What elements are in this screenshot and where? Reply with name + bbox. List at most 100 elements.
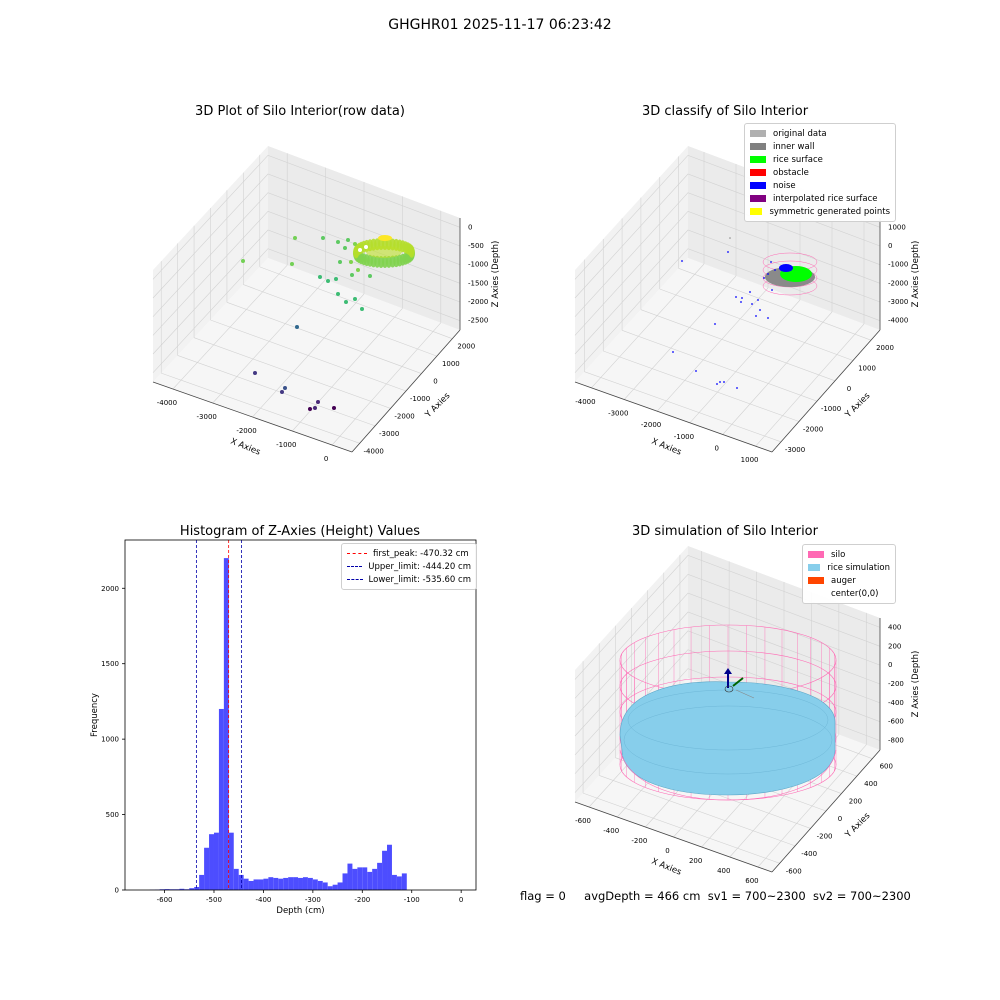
histogram-bar (263, 878, 269, 890)
histogram-bar (248, 880, 254, 890)
grid-line (152, 229, 461, 355)
noise-point (716, 383, 718, 385)
grid-line (210, 319, 407, 392)
auger-line (735, 689, 755, 699)
y-tick-label: 0 (433, 378, 437, 386)
legend-label: noise (773, 180, 796, 191)
z-tick-label: 0 (888, 661, 892, 669)
x-tick-label: -500 (206, 896, 222, 904)
grid-line (621, 330, 818, 402)
legend-item-lower-limit: Lower_limit: -535.60 cm (347, 573, 471, 586)
status-footer: flag = 0 avgDepth = 466 cm sv1 = 700~230… (520, 889, 911, 903)
noise-point (763, 277, 765, 279)
y-axis-label: Frequency (90, 693, 100, 737)
auger-arrowhead (724, 668, 732, 674)
histogram-bar (179, 888, 185, 890)
x-tick-label: -400 (603, 827, 619, 835)
flag-text: flag = 0 (520, 889, 566, 903)
legend-swatch (808, 551, 824, 558)
z-tick-label: -3000 (888, 298, 908, 306)
y-axis-line (771, 749, 881, 873)
histogram-bar (357, 867, 363, 890)
data-point (318, 275, 322, 279)
grid-line (624, 275, 737, 400)
noise-point (741, 297, 743, 299)
data-point (368, 274, 372, 278)
legend-label: auger (831, 575, 856, 586)
legend-item-rice-surface: rice surface (750, 153, 890, 166)
x-tick-label: -1000 (674, 433, 694, 441)
y-tick-label: 600 (880, 763, 893, 771)
silo-wireframe (619, 749, 837, 801)
x-tick-label: -100 (404, 896, 420, 904)
z-axis-label: Z Axies (Depth) (491, 241, 501, 308)
histogram-bar (372, 868, 378, 890)
legend-item-symmetric: symmetric generated points (750, 205, 890, 218)
y-tick-label: 1000 (101, 736, 119, 744)
y-tick-label: 1000 (858, 365, 876, 373)
legend-label: first_peak: -470.32 cm (373, 548, 469, 559)
grid-line (659, 288, 854, 361)
histogram-bar (347, 863, 353, 890)
auger-arrow (732, 677, 744, 687)
data-point (321, 236, 325, 240)
figure-title: GHGHR01 2025-11-17 06:23:42 (388, 17, 612, 33)
histogram-bar (189, 888, 195, 890)
histogram-bar (273, 877, 279, 890)
x-tick-label: -4000 (157, 399, 177, 407)
noise-point (735, 296, 737, 298)
z-tick-label: -600 (888, 718, 904, 726)
legend-label: original data (773, 128, 827, 139)
rice-simulation-contour (623, 705, 833, 775)
legend-label: interpolated rice surface (773, 193, 878, 204)
histogram-bar (253, 879, 259, 890)
histogram-bar (223, 558, 229, 890)
histogram-bar (382, 850, 388, 890)
histogram-bar (194, 886, 200, 890)
histogram-bar (209, 834, 214, 890)
x-tick-label: 1000 (741, 456, 759, 464)
x-tick-label: 0 (324, 455, 328, 463)
y-tick-label: 0 (838, 815, 842, 823)
y-tick-label: 1500 (101, 660, 119, 668)
grid-line (152, 248, 461, 373)
legend-item-interpolated: interpolated rice surface (750, 192, 890, 205)
histogram-bar (401, 873, 407, 890)
grid-line (755, 323, 865, 447)
data-point (364, 245, 368, 249)
z-tick-label: -200 (888, 680, 904, 688)
x-tick-label: -600 (157, 896, 173, 904)
x-tick-label: -200 (354, 896, 370, 904)
grid-line (574, 573, 881, 699)
panel1-title: 3D Plot of Silo Interior(row data) (195, 104, 405, 119)
y-axis-line (771, 329, 881, 453)
legend-swatch (750, 169, 766, 176)
histogram-bar (288, 877, 294, 890)
histogram-bar (322, 882, 328, 890)
noise-point (723, 381, 725, 383)
legend-line (347, 553, 367, 554)
histogram-bar (342, 873, 348, 890)
data-point (332, 406, 336, 410)
grid-line (259, 266, 453, 339)
legend-line (347, 579, 363, 580)
histogram-bar (243, 878, 249, 890)
grid-line (152, 173, 461, 299)
legend-label: symmetric generated points (769, 206, 890, 217)
legend-item-rice-simulation: rice simulation (808, 561, 890, 574)
histogram-bar (367, 871, 373, 890)
x-tick-label: -400 (255, 896, 271, 904)
z-tick-label: -500 (468, 242, 484, 250)
y-tick-label: -2000 (803, 426, 823, 434)
noise-point (672, 351, 674, 353)
noise-point (740, 301, 742, 303)
x-tick-label: -2000 (236, 427, 256, 435)
legend-swatch (750, 156, 766, 163)
data-point (338, 260, 342, 264)
histogram-bar (337, 882, 343, 890)
histogram-bar (312, 879, 318, 890)
grid-line (193, 337, 391, 409)
legend-swatch (750, 143, 766, 150)
data-point (346, 238, 350, 242)
